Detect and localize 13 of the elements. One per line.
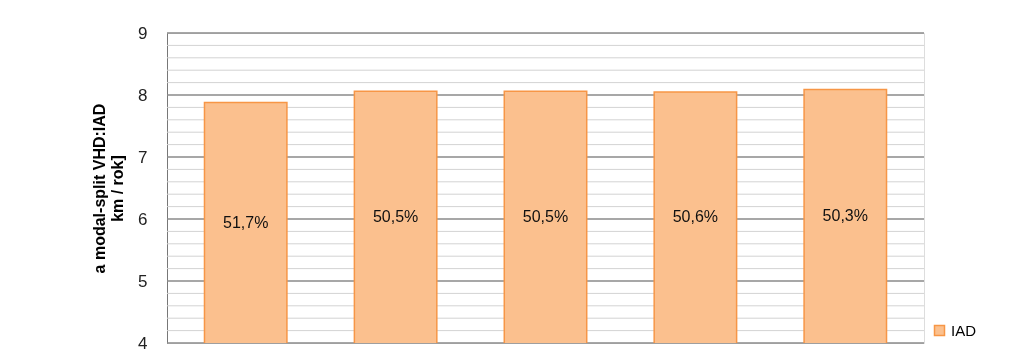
y-tick-label: 5 [138,271,148,291]
legend-label: IAD [951,321,977,339]
annotation: 50,5% [522,208,569,226]
annotation: 50,3% [822,207,868,225]
y-tick-label: 9 [138,23,148,43]
y-tick-label: 6 [138,209,148,229]
y-axis-title: a modal-split VHD:IAD km / rok] [91,103,127,274]
annotation: 51,7% [223,213,269,231]
annotation: 50,6% [672,208,719,226]
y-tick-label: 7 [138,147,148,167]
y-tick-label: 4 [138,333,148,351]
annotation: 50,5% [372,208,419,226]
y-tick-label: 8 [138,85,148,105]
